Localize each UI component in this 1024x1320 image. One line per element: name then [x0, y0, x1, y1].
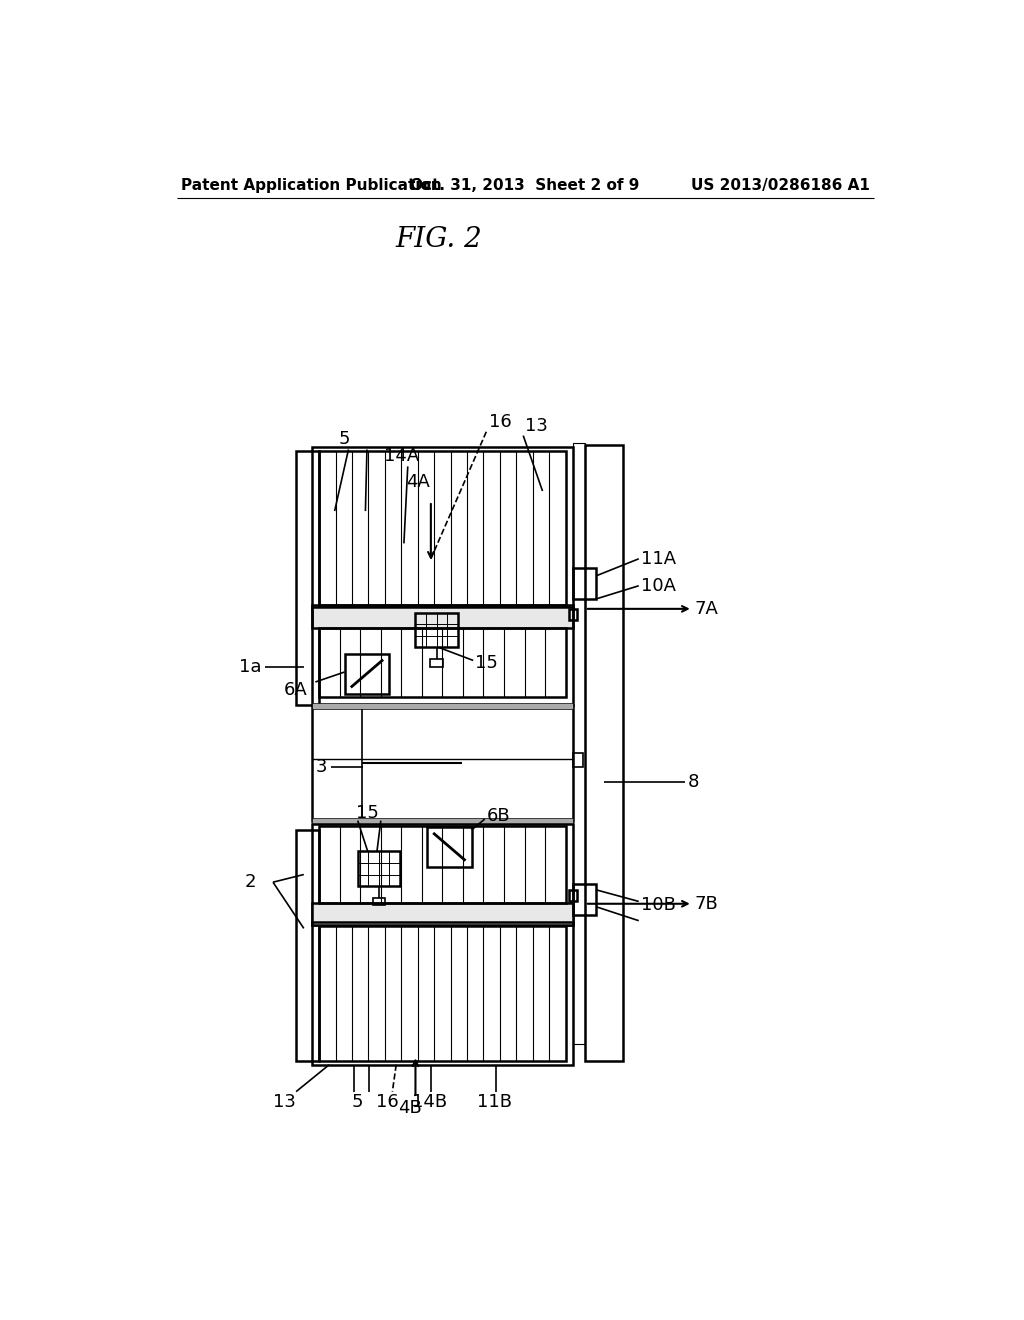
Text: 10B: 10B — [641, 896, 676, 915]
Text: 8: 8 — [687, 774, 698, 791]
Text: 13: 13 — [524, 417, 548, 436]
Text: 14A: 14A — [384, 446, 419, 465]
Text: 16: 16 — [376, 1093, 398, 1110]
Bar — [311, 923, 573, 1065]
Text: 5: 5 — [352, 1093, 364, 1110]
Text: Oct. 31, 2013  Sheet 2 of 9: Oct. 31, 2013 Sheet 2 of 9 — [411, 178, 639, 193]
Text: 15: 15 — [475, 653, 498, 672]
Text: 4A: 4A — [406, 473, 430, 491]
Text: 4B: 4B — [398, 1098, 422, 1117]
Text: 3: 3 — [315, 758, 327, 776]
Bar — [311, 818, 573, 825]
Bar — [430, 659, 442, 667]
Text: 7B: 7B — [695, 895, 719, 912]
Text: 5: 5 — [339, 430, 350, 449]
Bar — [319, 826, 565, 903]
Bar — [357, 851, 400, 886]
Bar — [416, 612, 458, 647]
Text: 6B: 6B — [487, 807, 511, 825]
Bar — [373, 898, 385, 906]
Bar — [345, 653, 389, 693]
Text: 1a: 1a — [239, 657, 261, 676]
Bar — [319, 451, 565, 605]
Bar — [569, 890, 578, 902]
Text: FIG. 2: FIG. 2 — [395, 226, 482, 252]
Text: 10A: 10A — [641, 577, 676, 595]
Bar — [296, 451, 319, 705]
Text: 15: 15 — [355, 804, 379, 822]
Bar — [311, 702, 573, 709]
Bar — [311, 825, 573, 924]
Text: 16: 16 — [489, 413, 512, 430]
Text: 7A: 7A — [695, 599, 719, 618]
Bar — [319, 628, 565, 697]
Text: Patent Application Publication: Patent Application Publication — [180, 178, 441, 193]
Bar — [311, 903, 573, 924]
Bar — [569, 609, 578, 620]
Text: 6A: 6A — [284, 681, 307, 698]
Bar — [573, 752, 583, 767]
Bar — [311, 447, 573, 609]
Bar — [319, 927, 565, 1061]
Bar — [573, 444, 585, 1044]
Text: 13: 13 — [273, 1093, 296, 1110]
Bar — [296, 830, 319, 1061]
Text: 11A: 11A — [641, 550, 676, 568]
Bar — [573, 568, 596, 599]
Text: US 2013/0286186 A1: US 2013/0286186 A1 — [691, 178, 869, 193]
Bar — [427, 826, 472, 867]
Text: 14B: 14B — [412, 1093, 446, 1110]
Text: 2: 2 — [245, 874, 256, 891]
Text: 11B: 11B — [477, 1093, 512, 1110]
Bar — [311, 705, 573, 821]
Bar — [585, 445, 624, 1061]
Bar — [573, 884, 596, 915]
Bar — [311, 605, 573, 705]
Bar — [311, 607, 573, 628]
